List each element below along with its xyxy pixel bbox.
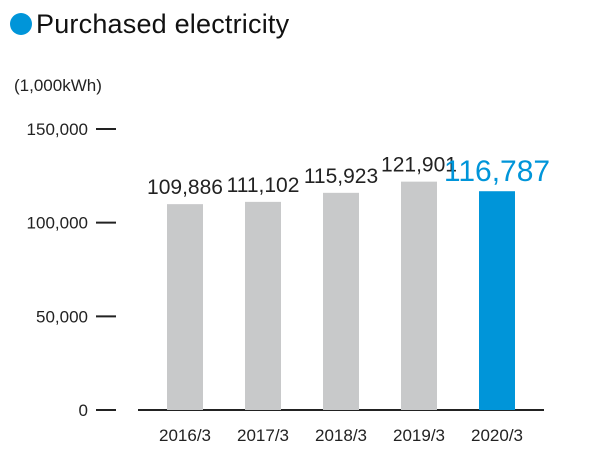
y-tick-label: 150,000	[27, 120, 88, 139]
chart-title-text: Purchased electricity	[36, 8, 290, 39]
y-tick-label: 100,000	[27, 214, 88, 233]
bar	[479, 191, 515, 410]
x-tick-label: 2016/3	[159, 426, 211, 445]
data-label: 121,901	[381, 154, 457, 177]
x-tick-label: 2018/3	[315, 426, 367, 445]
bar	[167, 204, 203, 410]
bar	[323, 192, 359, 410]
x-tick-label: 2019/3	[393, 426, 445, 445]
x-tick-label: 2017/3	[237, 426, 289, 445]
data-label: 111,102	[227, 174, 300, 197]
data-label: 116,787	[444, 155, 550, 188]
data-label: 115,923	[304, 165, 378, 188]
x-tick-label: 2020/3	[471, 426, 523, 445]
y-tick-label: 0	[79, 401, 88, 420]
chart-title: Purchased electricity	[10, 6, 289, 42]
y-axis-unit-label: (1,000kWh)	[14, 76, 102, 95]
bullet-dot-icon	[10, 13, 32, 35]
data-label: 109,886	[147, 176, 223, 199]
bar	[245, 201, 281, 410]
bar	[401, 181, 437, 410]
y-tick-label: 50,000	[36, 307, 88, 326]
